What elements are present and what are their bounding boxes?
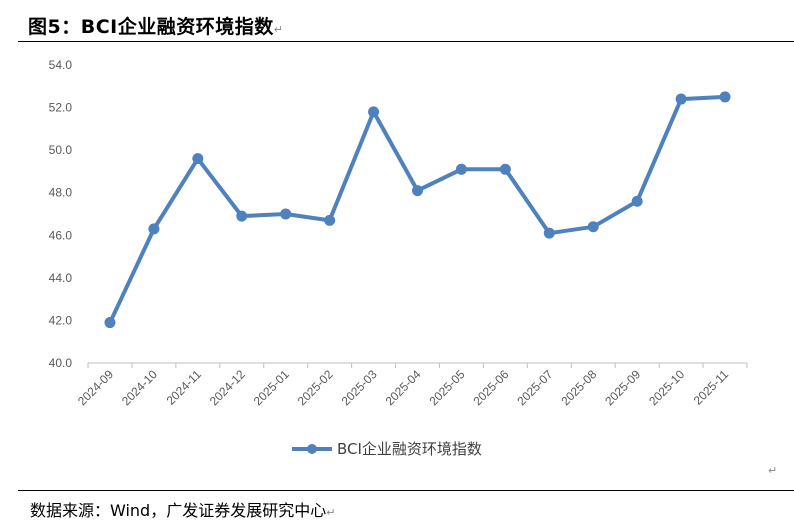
source-rule xyxy=(18,490,794,491)
x-axis-tick-labels: 2024-09 2024-10 2024-11 2024-12 2025-01 2025-… xyxy=(75,367,731,408)
x-tick-label: 2025-03 xyxy=(339,367,380,408)
y-tick-label: 40.0 xyxy=(49,356,73,370)
data-point xyxy=(455,163,467,175)
x-tick-label: 2025-01 xyxy=(251,367,292,408)
data-point xyxy=(587,221,599,233)
x-tick-label: 2024-09 xyxy=(75,367,116,408)
x-tick-label: 2025-09 xyxy=(602,367,643,408)
figure-title: 图5：BCI企业融资环境指数↵ xyxy=(28,16,284,38)
legend-label: BCI企业融资环境指数 xyxy=(337,440,482,458)
line-chart: 40.0 42.0 44.0 46.0 48.0 50.0 52.0 54.0 2024-09… xyxy=(49,58,748,458)
data-point xyxy=(192,153,204,165)
x-tick-label: 2025-10 xyxy=(646,367,687,408)
data-point xyxy=(368,106,380,118)
x-tick-label: 2024-10 xyxy=(119,367,160,408)
x-tick-label: 2024-12 xyxy=(207,367,248,408)
x-tick-label: 2024-11 xyxy=(164,367,205,408)
y-tick-label: 50.0 xyxy=(49,143,73,157)
data-point xyxy=(148,223,160,235)
data-point xyxy=(280,208,292,220)
data-point xyxy=(631,195,643,207)
x-tick-label: 2025-07 xyxy=(514,367,555,408)
legend-marker xyxy=(307,444,317,454)
x-axis-tick-marks xyxy=(87,363,748,368)
data-point xyxy=(412,185,423,197)
y-tick-label: 54.0 xyxy=(49,58,73,72)
data-point xyxy=(104,317,116,329)
data-point xyxy=(236,210,248,222)
y-tick-label: 46.0 xyxy=(49,228,73,242)
y-tick-label: 42.0 xyxy=(49,313,73,327)
x-tick-label: 2025-02 xyxy=(295,367,336,408)
data-point xyxy=(499,163,511,175)
x-tick-label: 2025-08 xyxy=(558,367,599,408)
x-tick-label: 2025-05 xyxy=(427,367,468,408)
legend: BCI企业融资环境指数 xyxy=(292,440,482,458)
paragraph-mark: ↵ xyxy=(768,464,778,477)
x-tick-label: 2025-06 xyxy=(470,367,511,408)
x-tick-label: 2025-11 xyxy=(691,367,732,408)
data-point xyxy=(324,214,336,226)
series-line xyxy=(108,94,727,325)
x-tick-label: 2025-04 xyxy=(383,367,424,408)
y-tick-label: 44.0 xyxy=(49,271,73,285)
title-rule xyxy=(18,41,794,42)
source-note: 数据来源：Wind，广发证券发展研究中心↵ xyxy=(30,501,336,520)
y-tick-label: 52.0 xyxy=(49,101,73,115)
y-axis-ticks: 40.0 42.0 44.0 46.0 48.0 50.0 52.0 54.0 xyxy=(49,58,73,370)
data-point xyxy=(675,93,687,105)
y-tick-label: 48.0 xyxy=(49,186,73,200)
data-point xyxy=(719,91,731,103)
series-points xyxy=(104,91,731,329)
data-point xyxy=(543,227,555,239)
